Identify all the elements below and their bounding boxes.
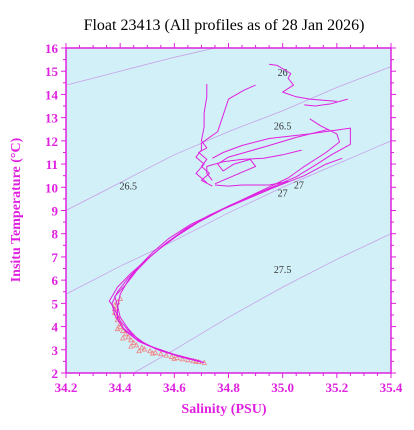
deep-point	[128, 343, 134, 349]
y-tick-label: 7	[52, 250, 59, 265]
deep-point	[168, 353, 175, 359]
deep-point	[114, 325, 121, 332]
deep-point	[125, 333, 132, 340]
deep-point	[174, 354, 180, 361]
deep-point	[117, 324, 124, 330]
y-tick-label: 3	[52, 343, 59, 358]
x-tick-label: 35.2	[325, 380, 348, 395]
profile-line-5	[195, 84, 256, 183]
deep-point	[119, 327, 126, 333]
profile-lines	[108, 63, 351, 364]
profile-line-0	[117, 118, 340, 364]
y-tick-label: 13	[45, 111, 59, 126]
deep-point	[147, 347, 153, 354]
deep-point	[179, 356, 186, 362]
deep-point	[138, 344, 145, 350]
deep-point	[114, 317, 121, 323]
density-contour-3	[65, 140, 392, 295]
density-contour-5	[133, 233, 392, 374]
plot-area	[66, 48, 391, 373]
x-tick-label: 35.4	[380, 380, 403, 395]
deep-point	[117, 320, 124, 326]
density-contour-0	[65, 47, 216, 86]
x-tick-label: 34.2	[55, 380, 78, 395]
y-tick-label: 8	[52, 227, 59, 242]
deep-point	[149, 350, 156, 356]
deep-point	[111, 302, 118, 308]
y-tick-label: 11	[46, 157, 58, 172]
deep-point	[119, 335, 126, 341]
deep-profile-points	[111, 295, 208, 365]
profile-line-6	[214, 128, 329, 185]
profile-line-8	[269, 63, 337, 102]
y-tick-label: 2	[52, 366, 59, 381]
deep-point	[163, 352, 170, 358]
profile-line-7	[206, 149, 302, 181]
contour-label: 26.5	[274, 121, 292, 132]
deep-point	[152, 349, 159, 355]
profile-line-9	[304, 98, 348, 107]
y-tick-label: 6	[52, 273, 59, 288]
deep-point	[130, 339, 137, 346]
deep-point	[171, 355, 178, 361]
x-tick-label: 34.8	[217, 380, 240, 395]
deep-point	[128, 337, 134, 343]
chart-title: Float 23413 (All profiles as of 28 Jan 2…	[84, 17, 365, 34]
x-tick-label: 34.6	[163, 380, 186, 395]
y-tick-label: 16	[45, 41, 59, 56]
contour-label: 27	[294, 180, 304, 191]
y-tick-label: 10	[45, 180, 58, 195]
density-contour-1	[65, 66, 392, 211]
x-tick-label: 35.0	[271, 380, 294, 395]
x-axis-label: Salinity (PSU)	[181, 402, 267, 417]
density-contours: 26 26.5 26.5 27 27 27.5	[65, 47, 392, 374]
contour-label: 27.5	[274, 265, 292, 276]
contour-label: 27	[278, 189, 288, 200]
y-axis: 2 3 4 5 6 7 8 9 10 11 12 13 14 15 16	[45, 41, 396, 381]
y-tick-label: 12	[45, 134, 58, 149]
profile-line-3	[108, 181, 289, 362]
contour-label: 26.5	[120, 182, 138, 193]
x-axis: 34.2 34.4 34.6 34.8 35.0 35.2 35.4	[55, 43, 403, 395]
y-tick-label: 5	[52, 296, 59, 311]
deep-point	[122, 330, 129, 337]
deep-point	[136, 347, 143, 354]
y-tick-label: 9	[52, 204, 59, 219]
y-tick-label: 14	[45, 87, 59, 102]
x-tick-label: 34.4	[109, 380, 132, 395]
deep-point	[184, 356, 191, 363]
y-tick-label: 15	[45, 64, 59, 79]
y-axis-label: Insitu Temperature (°C)	[9, 137, 24, 282]
contour-label: 26	[278, 68, 288, 79]
deep-point	[157, 350, 164, 357]
y-tick-label: 4	[52, 320, 59, 335]
